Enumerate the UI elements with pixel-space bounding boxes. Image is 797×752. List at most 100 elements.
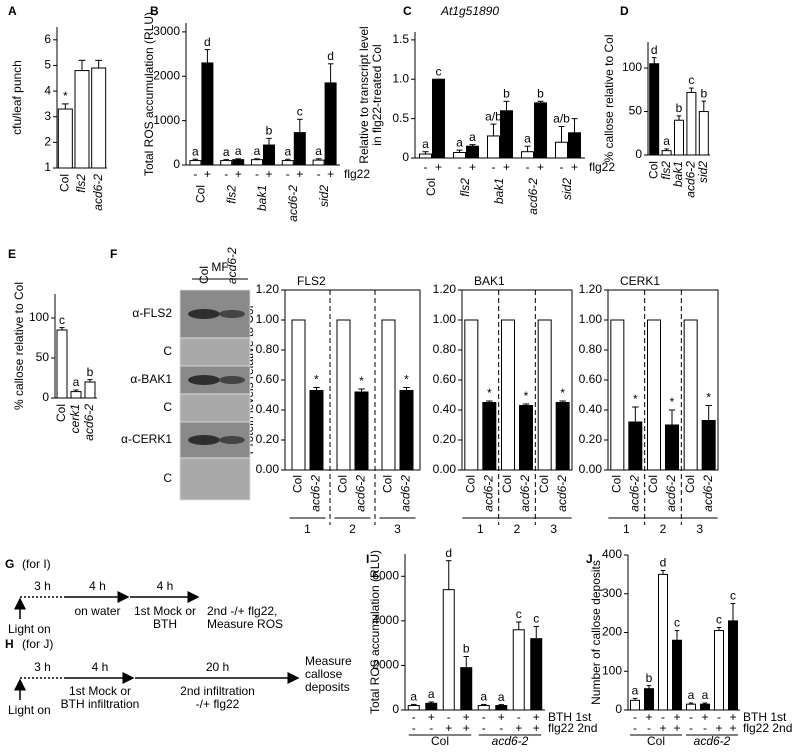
blot-row-label: α-BAK1 <box>130 372 172 386</box>
significance-label: b <box>463 642 470 656</box>
panel-note: (for J) <box>22 637 53 651</box>
bar <box>665 424 679 471</box>
series-label: Col <box>500 475 514 493</box>
significance-label: a <box>632 684 639 698</box>
condition-sign: + <box>729 710 736 724</box>
y-tick-label: 4 <box>44 83 51 97</box>
bar <box>232 159 245 166</box>
y-tick-label: 0.40 <box>256 402 280 416</box>
step-label: 1st Mock or <box>69 684 131 698</box>
significance-label: * <box>63 89 68 103</box>
significance-label: a <box>663 134 670 148</box>
significance-label: a <box>456 135 463 149</box>
bar <box>482 402 497 471</box>
x-tick-label: fls2 <box>224 185 238 204</box>
condition-sign: - <box>517 710 521 724</box>
bar <box>466 145 479 159</box>
blot-band <box>219 376 245 384</box>
bar <box>464 319 479 471</box>
y-tick-label: 0.00 <box>579 462 603 476</box>
bar <box>189 160 202 166</box>
significance-label: c <box>674 616 680 630</box>
bar <box>425 702 438 711</box>
significance-label: d <box>204 35 211 49</box>
duration-label: 3 h <box>34 579 51 593</box>
step-label: -/+ flg22 <box>196 697 240 711</box>
condition-sign: + <box>673 710 680 724</box>
bar <box>291 319 306 471</box>
significance-label: a <box>480 690 487 704</box>
y-tick-label: 0 <box>42 390 49 404</box>
x-tick-label: bak1 <box>671 161 685 187</box>
series-label: acd6-2 <box>309 475 323 512</box>
significance-label: a <box>192 144 199 158</box>
panel-label: G <box>5 557 14 571</box>
significance-label: c <box>730 589 736 603</box>
y-tick-label: 100 <box>29 310 49 324</box>
y-tick-label: 1 <box>44 160 51 174</box>
y-tick-label: 200 <box>602 625 622 639</box>
bar <box>312 159 325 166</box>
y-axis-label: Relative to transcript level <box>357 26 371 163</box>
y-tick-label: 0.40 <box>579 402 603 416</box>
x-tick-label: Col <box>646 161 660 179</box>
duration-label: 4 h <box>89 579 106 593</box>
x-tick-label: Col <box>424 178 438 196</box>
y-tick-label: 6 <box>44 32 51 46</box>
x-tick-label: Col <box>54 404 68 422</box>
significance-label: c <box>59 313 65 327</box>
condition-sign: - <box>412 710 416 724</box>
group-label: 2 <box>349 522 356 536</box>
y-tick-label: 50 <box>629 104 643 118</box>
series-label: + <box>235 167 242 181</box>
group-label: 3 <box>394 522 401 536</box>
plot-frame <box>461 289 573 471</box>
condition-sign: - <box>717 710 721 724</box>
bar <box>74 70 90 169</box>
significance-label: a <box>428 687 435 701</box>
panel-label: F <box>110 247 117 261</box>
series-label: Col <box>464 475 478 493</box>
series-label: Col <box>610 475 624 493</box>
condition-sign: + <box>533 721 540 735</box>
significance-label: a <box>702 688 709 702</box>
significance-label: d <box>327 49 334 63</box>
significance-label: * <box>706 391 711 405</box>
bar <box>419 153 432 159</box>
significance-label: a <box>688 688 695 702</box>
end-label: callose <box>305 667 343 681</box>
bar <box>644 688 654 711</box>
significance-label: a <box>284 144 291 158</box>
x-axis-label: flg22 <box>589 160 615 174</box>
y-tick-label: 1000 <box>153 113 180 127</box>
bar <box>453 151 466 159</box>
y-tick-label: 3000 <box>153 24 180 38</box>
y-axis-label: Total ROS accumulation (RLU) <box>142 12 156 176</box>
x-tick-label: bak1 <box>492 178 506 204</box>
bar <box>530 638 543 711</box>
bar <box>399 390 414 471</box>
significance-label: a <box>469 130 476 144</box>
y-tick-label: 0.20 <box>256 432 280 446</box>
group-label: 3 <box>696 522 703 536</box>
bar <box>686 91 697 156</box>
bar <box>534 102 547 159</box>
condition-sign: - <box>633 721 637 735</box>
y-tick-label: 0.5 <box>392 111 409 125</box>
bar <box>309 390 324 471</box>
condition-sign: + <box>445 721 452 735</box>
y-tick-label: 5 <box>44 58 51 72</box>
series-label: Col <box>683 475 697 493</box>
y-tick-label: 1.00 <box>256 312 280 326</box>
condition-sign: + <box>515 721 522 735</box>
y-tick-label: 0 <box>615 702 622 716</box>
significance-label: * <box>633 392 638 406</box>
series-label: - <box>286 167 290 181</box>
significance-label: b <box>676 101 683 115</box>
significance-label: a <box>498 690 505 704</box>
condition-sign: + <box>701 710 708 724</box>
group-label: 2 <box>660 522 667 536</box>
bar <box>354 391 369 471</box>
series-label: acd6-2 <box>399 475 413 512</box>
